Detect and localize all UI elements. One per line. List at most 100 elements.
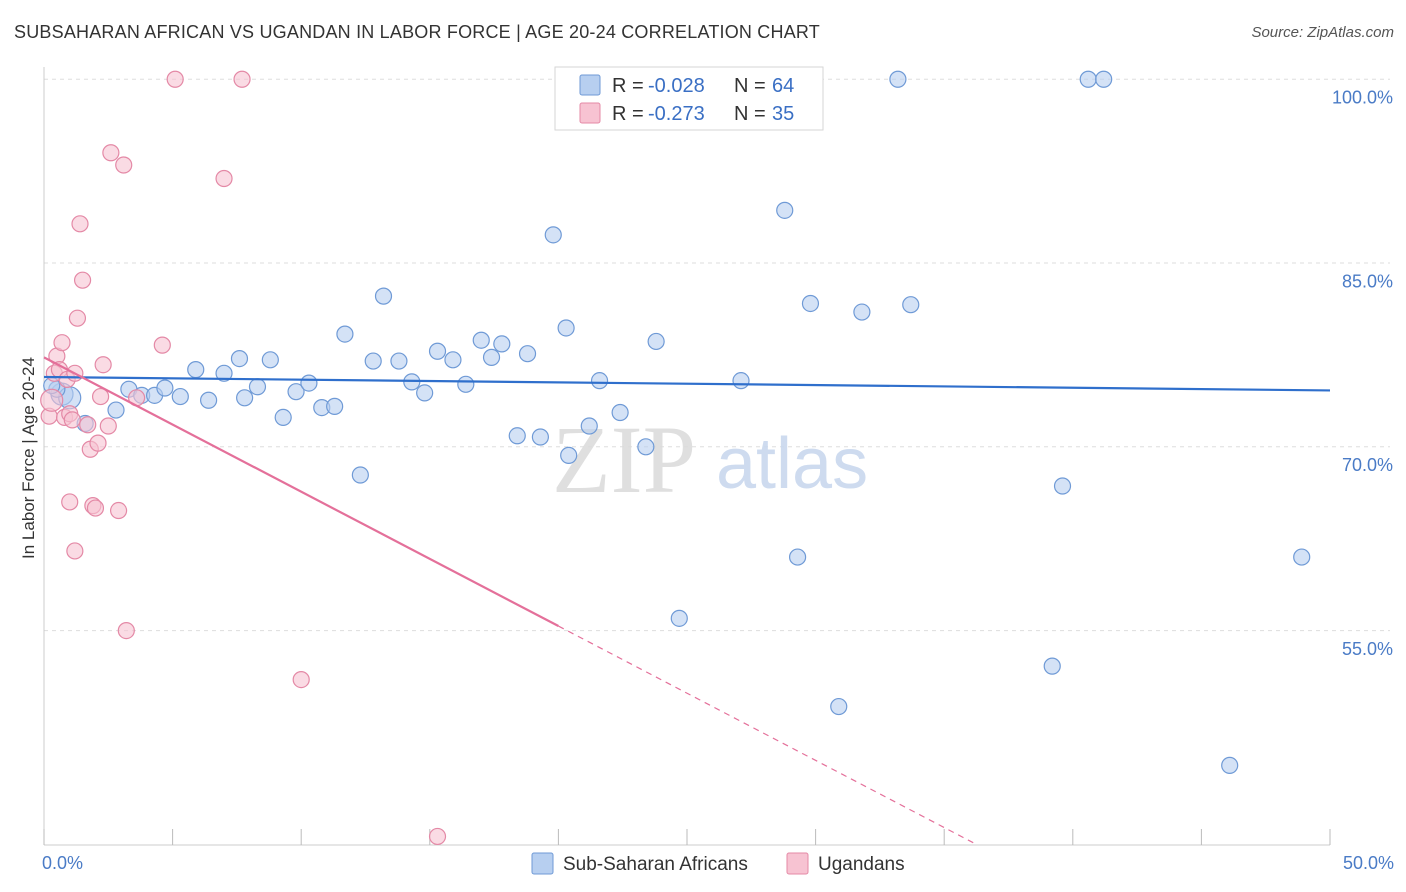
y-tick-label: 100.0%	[1332, 88, 1393, 108]
blue-data-point	[457, 375, 475, 393]
y-tick-label: 55.0%	[1342, 639, 1393, 659]
stats-legend: R = -0.028 N = 64 R = -0.273 N = 35	[554, 66, 824, 131]
pink-data-point	[61, 493, 79, 511]
y-tick-label: 85.0%	[1342, 271, 1393, 291]
legend-n-value-blue: 64	[772, 75, 794, 97]
pink-data-point	[428, 827, 447, 846]
watermark: ZIP atlas	[552, 406, 868, 513]
blue-data-point	[531, 428, 549, 446]
trend-layer	[43, 356, 1331, 846]
blue-data-point	[580, 417, 598, 435]
pink-data-point	[117, 621, 135, 640]
blue-data-point	[889, 70, 907, 88]
pink-trend-line	[43, 356, 559, 628]
pink-data-point	[40, 388, 64, 412]
blue-data-point	[902, 296, 920, 314]
blue-data-point	[187, 361, 205, 379]
blue-data-point	[351, 466, 369, 484]
blue-data-point	[236, 389, 254, 407]
pink-data-point	[166, 70, 184, 88]
blue-data-point	[1095, 70, 1113, 88]
pink-data-point	[68, 309, 87, 327]
blue-data-point	[156, 379, 174, 397]
blue-data-point	[493, 335, 511, 353]
pink-data-point	[109, 501, 128, 520]
blue-data-point	[560, 446, 578, 464]
pink-data-point	[292, 670, 310, 689]
pink-data-point	[102, 144, 120, 162]
blue-data-point	[472, 331, 490, 349]
legend-r-value-blue: -0.028	[648, 75, 705, 97]
watermark-atlas: atlas	[716, 424, 868, 504]
series-legend: Sub-Saharan Africans Ugandans	[531, 852, 905, 875]
legend-n-value-pink: 35	[772, 103, 794, 125]
pink-data-point	[66, 542, 84, 560]
legend-r-value-pink: -0.273	[648, 103, 705, 125]
blue-data-point	[788, 548, 807, 566]
blue-data-point	[611, 403, 629, 422]
blue-data-point	[1043, 657, 1061, 675]
legend-n-label-blue: N =	[734, 75, 766, 97]
x-tick-label: 50.0%	[1343, 853, 1394, 873]
blue-data-point	[336, 325, 354, 343]
blue-data-point	[776, 201, 794, 219]
pink-data-point	[233, 70, 251, 88]
blue-data-point	[444, 351, 462, 369]
pink-data-point	[99, 417, 117, 435]
blue-data-point	[274, 408, 292, 427]
pink-data-point	[63, 411, 81, 429]
blue-data-point	[248, 378, 267, 396]
blue-data-point	[590, 372, 609, 390]
blue-data-point	[647, 332, 665, 351]
blue-data-point	[300, 374, 318, 392]
pink-data-point	[86, 499, 105, 517]
legend-n-label-pink: N =	[734, 103, 766, 125]
source-label: Source: ZipAtlas.com	[1251, 24, 1394, 41]
tick-layer: 0.0% 50.0% 100.0% 85.0% 70.0% 55.0%	[42, 88, 1394, 873]
blue-data-point	[670, 609, 688, 627]
blue-data-point	[287, 383, 305, 401]
legend-swatch-blue	[579, 74, 601, 96]
blue-data-point	[508, 427, 526, 445]
blue-data-point	[518, 345, 537, 363]
pink-data-point	[53, 334, 71, 352]
blue-data-point	[1053, 477, 1072, 495]
pink-data-point	[79, 416, 97, 434]
blue-data-point	[732, 372, 750, 390]
blue-data-point	[557, 319, 575, 337]
blue-data-point	[107, 401, 125, 419]
chart-title: SUBSAHARAN AFRICAN VS UGANDAN IN LABOR F…	[14, 22, 820, 42]
blue-data-point	[416, 384, 434, 402]
blue-data-point	[637, 438, 655, 456]
pink-data-point	[215, 169, 233, 188]
blue-data-point	[801, 294, 820, 313]
blue-data-point	[230, 349, 249, 368]
pink-data-point	[91, 387, 110, 406]
blue-data-point	[482, 348, 501, 366]
pink-data-point	[153, 336, 171, 354]
y-axis-label: In Labor Force | Age 20-24	[19, 357, 38, 559]
blue-data-point	[830, 697, 848, 716]
blue-data-point	[1293, 548, 1311, 566]
blue-data-point	[544, 226, 562, 244]
pink-data-point	[115, 156, 133, 174]
pink-trend-line-extension	[558, 625, 978, 846]
legend-swatch-pink	[579, 102, 601, 124]
series-legend-label-blue: Sub-Saharan Africans	[563, 854, 748, 875]
pink-data-point	[94, 356, 112, 374]
blue-data-point	[374, 287, 393, 305]
blue-data-point	[1221, 756, 1239, 774]
blue-data-point	[428, 342, 447, 360]
pink-data-point	[89, 434, 107, 452]
blue-data-point	[1079, 70, 1097, 88]
blue-data-point	[326, 397, 344, 415]
x-tick-label: 0.0%	[42, 853, 83, 873]
series-legend-swatch-pink	[786, 852, 809, 875]
blue-trend-line	[43, 375, 1331, 392]
series-legend-swatch-blue	[531, 852, 554, 875]
pink-data-point	[73, 271, 92, 289]
blue-data-point	[853, 303, 871, 321]
blue-data-point	[390, 352, 408, 370]
blue-data-point	[200, 391, 218, 409]
